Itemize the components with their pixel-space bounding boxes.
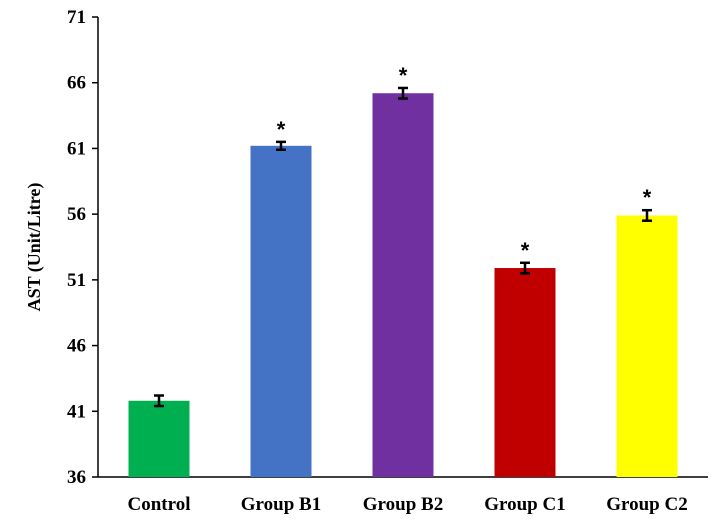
error-bar (154, 394, 164, 408)
bar-group-c2 (616, 215, 678, 477)
error-bars (154, 86, 652, 408)
significance-marker: * (277, 117, 286, 142)
y-ticks: 36 41 46 51 56 61 66 71 (67, 7, 98, 488)
error-bar (398, 86, 408, 100)
bars (128, 93, 678, 478)
x-tick-label: Control (128, 494, 191, 515)
y-tick-label: 46 (67, 336, 86, 357)
significance-marker: * (399, 63, 408, 88)
bar-group-b1 (250, 145, 312, 478)
y-tick-label: 66 (67, 73, 86, 94)
bar-group-c1 (494, 268, 556, 477)
y-tick-label: 56 (67, 204, 86, 225)
error-bar (276, 140, 286, 151)
significance-marker: * (643, 185, 652, 210)
error-bar (520, 261, 530, 275)
y-tick-label: 61 (67, 138, 86, 159)
x-tick-label: Group C2 (606, 494, 687, 515)
significance-marker: * (521, 238, 530, 263)
x-tick-label: Group C1 (484, 494, 565, 515)
bar-group-b2 (372, 93, 434, 477)
y-tick-label: 36 (67, 467, 86, 488)
x-tick-label: Group B1 (241, 494, 321, 515)
error-bar (642, 208, 652, 222)
x-tick-labels: Control Group B1 Group B2 Group C1 Group C2 (128, 494, 688, 515)
bar-control (128, 400, 190, 477)
y-tick-label: 71 (67, 7, 86, 28)
significance-markers: * * * * (277, 63, 652, 263)
x-tick-label: Group B2 (363, 494, 443, 515)
y-tick-label: 41 (67, 401, 86, 422)
y-axis-title: AST (Unit/Litre) (24, 183, 45, 312)
y-tick-label: 51 (67, 270, 86, 291)
